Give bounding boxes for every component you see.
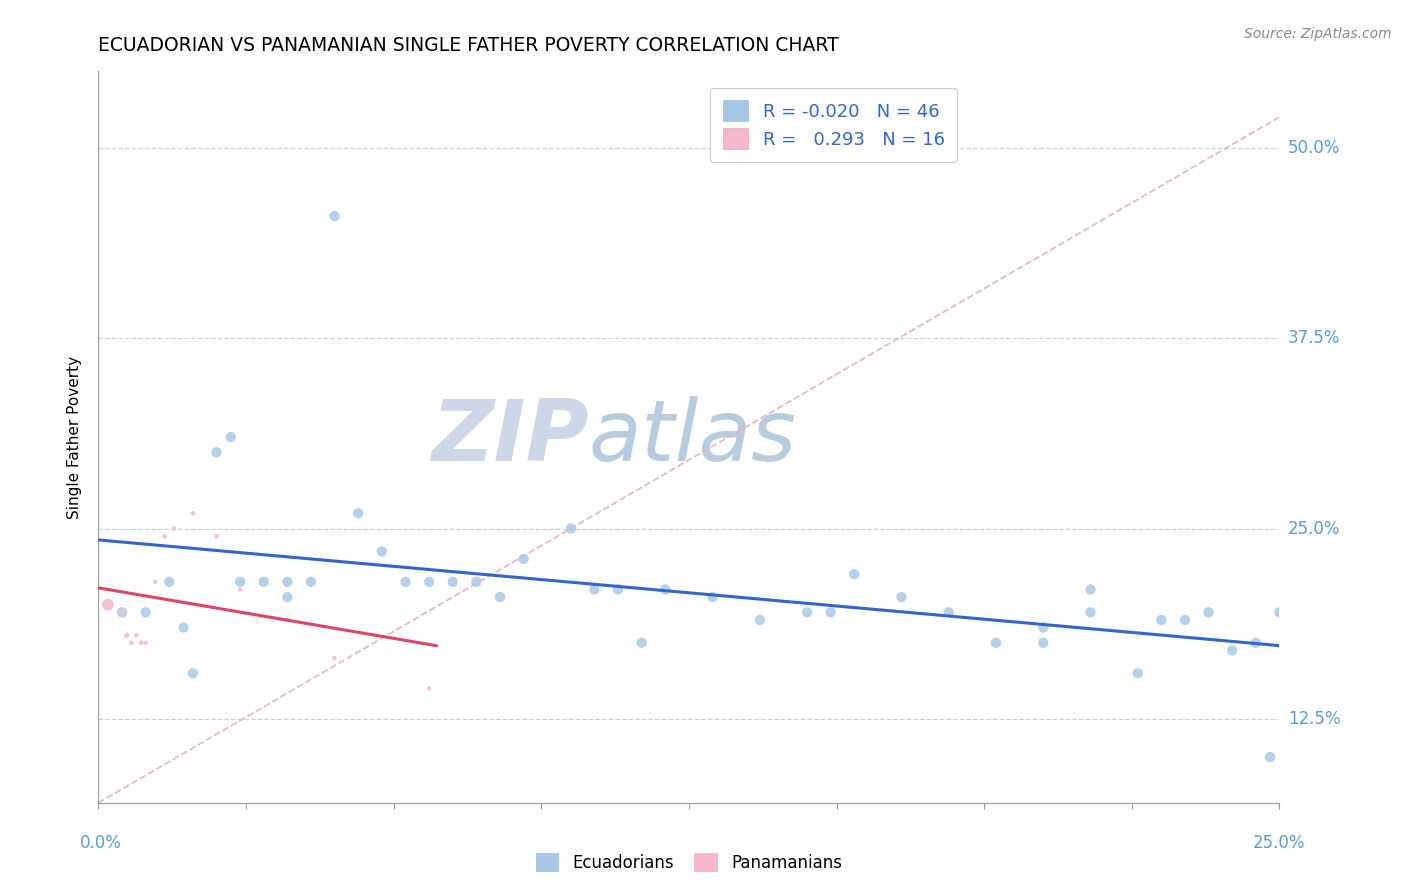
Point xyxy=(418,574,440,589)
Point xyxy=(1268,605,1291,619)
Point xyxy=(172,621,194,635)
Point xyxy=(111,605,134,619)
Point xyxy=(153,529,176,543)
Point xyxy=(181,506,204,520)
Text: ZIP: ZIP xyxy=(430,395,589,479)
Point xyxy=(630,636,652,650)
Point xyxy=(1174,613,1197,627)
Text: atlas: atlas xyxy=(589,395,797,479)
Point xyxy=(1032,636,1054,650)
Text: Source: ZipAtlas.com: Source: ZipAtlas.com xyxy=(1244,27,1392,41)
Point xyxy=(323,209,346,223)
Point xyxy=(347,506,370,520)
Point xyxy=(465,574,488,589)
Point xyxy=(1150,613,1173,627)
Point xyxy=(938,605,960,619)
Text: ECUADORIAN VS PANAMANIAN SINGLE FATHER POVERTY CORRELATION CHART: ECUADORIAN VS PANAMANIAN SINGLE FATHER P… xyxy=(98,36,839,54)
Point xyxy=(276,590,298,604)
Point xyxy=(512,552,534,566)
Point xyxy=(1244,636,1267,650)
Point xyxy=(1258,750,1281,764)
Point xyxy=(97,598,120,612)
Point xyxy=(607,582,630,597)
Text: 0.0%: 0.0% xyxy=(80,834,122,852)
Point xyxy=(702,590,724,604)
Point xyxy=(157,574,180,589)
Point xyxy=(229,574,252,589)
Point xyxy=(441,574,464,589)
Point xyxy=(253,574,276,589)
Point xyxy=(276,613,298,627)
Point xyxy=(205,529,228,543)
Point xyxy=(583,582,606,597)
Point xyxy=(394,574,416,589)
Point xyxy=(820,605,842,619)
Text: 50.0%: 50.0% xyxy=(1288,138,1340,157)
Point xyxy=(135,636,157,650)
Point xyxy=(984,636,1007,650)
Point xyxy=(229,582,252,597)
Point xyxy=(371,544,394,558)
Point xyxy=(1220,643,1243,657)
Point xyxy=(418,681,440,696)
Text: 37.5%: 37.5% xyxy=(1288,329,1340,347)
Point xyxy=(219,430,242,444)
Point xyxy=(654,582,676,597)
Point xyxy=(111,605,134,619)
Point xyxy=(163,521,186,535)
Point xyxy=(299,574,322,589)
Point xyxy=(560,521,582,535)
Point xyxy=(796,605,818,619)
Point xyxy=(1080,605,1102,619)
Point xyxy=(143,574,166,589)
Point xyxy=(129,636,152,650)
Point xyxy=(1032,621,1054,635)
Y-axis label: Single Father Poverty: Single Father Poverty xyxy=(67,356,83,518)
Text: 25.0%: 25.0% xyxy=(1288,519,1340,538)
Point xyxy=(181,666,204,681)
Legend: Ecuadorians, Panamanians: Ecuadorians, Panamanians xyxy=(529,846,849,879)
Point xyxy=(135,605,157,619)
Point xyxy=(844,567,866,582)
Point xyxy=(121,636,143,650)
Point xyxy=(276,574,298,589)
Point xyxy=(323,651,346,665)
Point xyxy=(125,628,148,642)
Point xyxy=(1080,582,1102,597)
Text: 12.5%: 12.5% xyxy=(1288,710,1340,728)
Point xyxy=(1198,605,1220,619)
Point xyxy=(1126,666,1149,681)
Point xyxy=(890,590,912,604)
Point xyxy=(748,613,770,627)
Text: 25.0%: 25.0% xyxy=(1253,834,1306,852)
Point xyxy=(115,628,138,642)
Point xyxy=(489,590,512,604)
Point xyxy=(205,445,228,459)
